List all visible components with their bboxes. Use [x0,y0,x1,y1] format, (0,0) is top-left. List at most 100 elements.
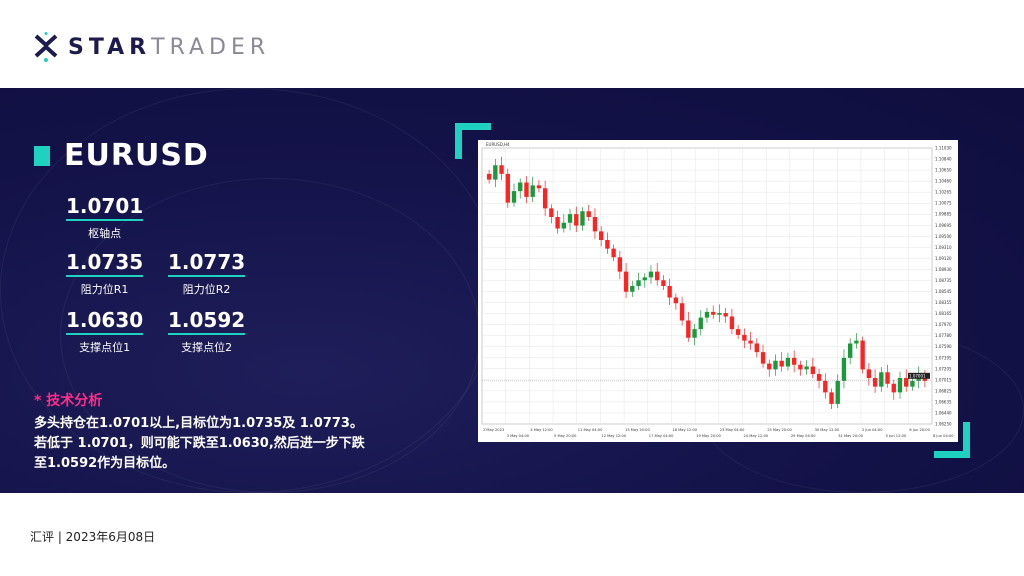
y-tick-label: 1.09500 [935,234,952,239]
candle-body [773,360,778,370]
candle-body [486,173,492,180]
candle-body [574,214,579,226]
x-tick-label: 29 May 04:00 [791,434,816,438]
x-tick-label: 12 May 12:00 [601,434,626,438]
candle-body [692,329,697,338]
candle-body [835,380,840,404]
candle-body [524,182,529,197]
candle-body [530,185,535,197]
candle-body [555,217,560,229]
candle-body [748,340,753,344]
s2-level: 1.0592 支撑点位2 [168,308,246,354]
candle-body [655,271,660,281]
y-tick-label: 1.10840 [935,157,952,162]
candle-body [673,297,679,304]
y-tick-label: 1.09310 [935,245,952,250]
y-tick-label: 1.09695 [935,223,952,228]
y-tick-label: 1.07015 [935,377,952,382]
x-tick-label: 30 May 12:00 [815,428,840,432]
candle-body [767,363,772,370]
candle-body [798,364,803,370]
candle-body [742,334,747,341]
candle-body [717,313,722,315]
candle-body [505,173,510,203]
candle-body [841,357,847,381]
x-tick-label: 18 May 12:00 [672,428,697,432]
candle-body [879,372,884,387]
candle-body [866,369,872,378]
y-tick-label: 1.06250 [935,422,952,427]
candle-body [848,343,853,358]
candle-body [711,311,716,315]
x-tick-label: 5 Jun 12:00 [886,434,907,438]
candle-body [735,329,741,335]
candle-body [785,357,791,367]
plot-area [481,147,933,425]
y-tick-label: 1.07205 [935,366,952,371]
candle-body [549,208,554,217]
candle-body [816,373,822,381]
candle-body [561,222,566,229]
price-chart: EURUSD,H4 1.11030 1.10840 1.10650 1.10460 1.1… [478,140,958,442]
y-tick-label: 1.10265 [935,190,952,195]
candle-body [885,372,890,384]
y-tick-label: 1.06440 [935,410,952,415]
candle-body [636,280,641,286]
candle-body [661,280,666,286]
candle-body [897,378,903,393]
candle-body [810,366,816,374]
header: STARTRADER [0,0,1024,88]
candle-body [829,392,834,404]
candle-body [704,311,710,318]
candle-body [617,257,623,272]
candle-body [891,383,896,393]
x-tick-label: 11 May 04:00 [578,428,603,432]
y-tick-label: 1.07970 [935,322,952,327]
candle-body [611,248,616,258]
candle-body [518,182,523,192]
current-price-marker [908,372,930,379]
x-tick-label: 15 May 20:00 [625,428,650,432]
x-tick-label: 17 May 04:00 [649,434,674,438]
y-tick-label: 1.09885 [935,212,952,217]
candle-body [499,165,504,174]
candle-body [493,165,498,180]
current-price-label: 1.07001 [909,373,926,378]
analysis-line: 多头持仓在1.0701以上,目标位为1.0735及 1.0773。 [34,416,363,431]
star-logo-icon [34,32,58,62]
y-tick-label: 1.11030 [935,146,952,151]
x-tick-label: 8 Jun 04:00 [933,434,954,438]
pair-title: EURUSD [34,138,209,173]
candle-body [760,352,766,364]
candle-body [648,271,654,278]
x-tick-label: 31 May 20:00 [838,434,863,438]
candle-body [623,271,629,292]
candle-body [723,313,728,317]
candle-body [698,317,703,330]
candle-body [754,343,759,353]
x-tick-label: 25 May 20:00 [767,428,792,432]
candle-body [872,378,878,387]
candle-body [686,320,691,338]
candle-body [729,316,735,330]
y-tick-label: 1.08165 [935,311,952,316]
y-tick-label: 1.09120 [935,256,952,261]
y-tick-label: 1.07590 [935,344,952,349]
x-tick-label: 6 Jun 20:00 [909,428,930,432]
candle-body [567,214,573,223]
x-tick-label: 2 Jun 04:00 [862,428,883,432]
x-tick-label: 3 May 04:00 [507,434,530,438]
candle-body [904,378,909,387]
candle-body [860,340,865,370]
candle-body [823,380,828,393]
y-tick-label: 1.07395 [935,355,952,360]
analysis-heading: * 技术分析 [34,393,103,409]
chart-title: EURUSD,H4 [486,142,510,147]
y-tick-label: 1.10650 [935,168,952,173]
y-tick-label: 1.08355 [935,300,952,305]
candle-body [580,211,585,226]
logo: STARTRADER [34,32,270,62]
x-tick-label: 5 May 20:00 [554,434,577,438]
candle-body [586,211,591,217]
y-tick-label: 1.10460 [935,179,952,184]
